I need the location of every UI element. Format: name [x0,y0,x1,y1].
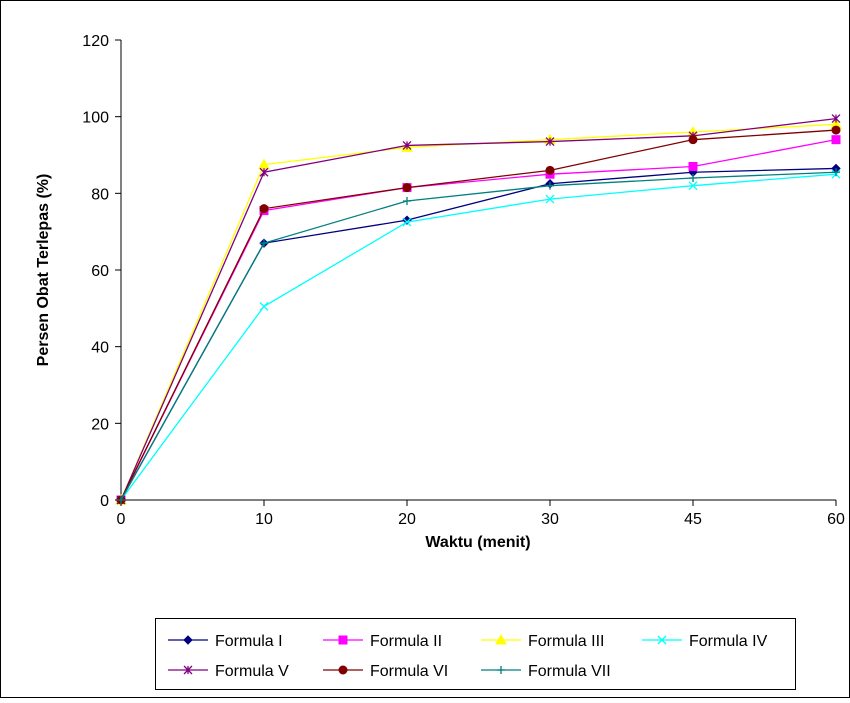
legend-item: Formula IV [642,633,768,650]
legend-box [155,618,796,690]
data-point-marker [545,137,555,147]
x-tick-label: 30 [541,511,559,528]
data-point-marker [689,174,697,182]
x-tick-label: 60 [827,511,845,528]
legend-item: Formula III [481,633,604,650]
legend-label: Formula VII [528,663,611,680]
y-axis-title: Persen Obat Terlepas (%) [35,174,52,367]
y-tick-label: 40 [91,340,109,357]
data-point-marker [545,165,555,175]
data-point-marker [260,239,268,248]
series-line [120,117,837,501]
data-point-marker [831,125,841,135]
legend-label: Formula IV [689,633,768,650]
data-point-marker [688,135,698,145]
data-point-marker [688,181,698,191]
legend-swatch-marker [183,635,193,645]
legend-item: Formula VI [323,663,448,680]
legend-label: Formula V [215,663,289,680]
x-tick-label: 45 [684,511,702,528]
data-point-marker [545,194,555,204]
x-tick-label: 10 [255,511,273,528]
data-point-marker [832,168,840,177]
legend-label: Formula VI [370,663,448,680]
y-ticks: 0 20 40 60 80 100 120 [82,33,121,510]
data-point-marker [117,496,125,504]
x-ticks: 0 10 20 30 45 60 [117,500,845,528]
legend-swatch-marker [497,666,505,674]
data-point-marker [402,217,412,227]
data-point-marker [402,140,412,150]
series-7 [117,168,840,504]
data-point-marker [402,183,412,193]
legend-swatch-marker [495,633,507,645]
data-point-marker [259,167,269,177]
legend-item: Formula V [168,663,289,680]
legend-item: Formula II [323,633,442,650]
series-line [120,129,837,501]
data-point-marker [688,162,698,171]
x-tick-label: 20 [398,511,416,528]
legend-item: Formula I [168,633,283,650]
legend: Formula I Formula II Formula III Formula IV… [155,618,796,690]
x-tick-label: 0 [117,511,126,528]
data-point-marker [831,135,841,145]
series-6 [116,125,841,505]
y-tick-label: 20 [91,416,109,433]
series-line [120,171,837,501]
data-point-marker [259,301,269,311]
y-tick-label: 60 [91,263,109,280]
y-tick-label: 100 [82,110,109,127]
data-point-marker [259,204,269,214]
y-tick-label: 120 [82,33,109,50]
legend-item: Formula VII [481,663,611,680]
data-point-marker [546,181,554,190]
series-line [120,173,837,501]
series-layer [115,114,842,505]
legend-swatch-marker [657,635,667,645]
legend-swatch-marker [183,665,193,675]
y-tick-label: 0 [100,493,109,510]
data-point-marker [831,114,841,124]
legend-label: Formula I [215,633,283,650]
x-axis-title: Waktu (menit) [425,534,530,551]
legend-label: Formula II [370,633,442,650]
legend-swatch-marker [338,665,348,675]
legend-label: Formula III [528,633,604,650]
series-line [120,139,837,501]
data-point-marker [403,197,411,205]
y-tick-label: 80 [91,186,109,203]
legend-swatch-marker [338,635,348,645]
